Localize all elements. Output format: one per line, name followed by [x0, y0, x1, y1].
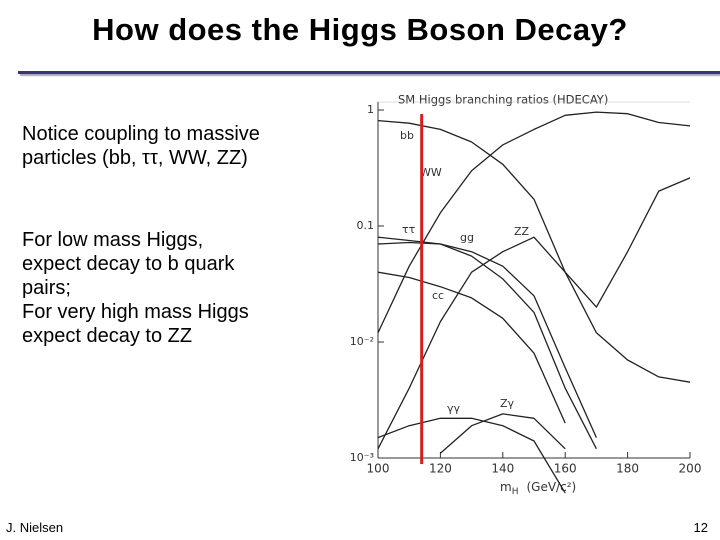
- paragraph: Notice coupling to massive particles (bb,…: [22, 122, 260, 170]
- series-line: [439, 413, 566, 454]
- text-line: expect decay to ZZ: [22, 325, 193, 347]
- series-line: [377, 111, 691, 334]
- series-line: [377, 241, 597, 438]
- title-rule: [18, 71, 720, 74]
- series-label: γγ: [447, 402, 461, 415]
- series-line: [377, 271, 566, 424]
- x-axis-label: mH (GeV/c²): [500, 480, 576, 497]
- page-number: 12: [693, 520, 708, 535]
- x-tick-label: 200: [679, 462, 702, 476]
- series-line: [377, 119, 691, 383]
- paragraph: For low mass Higgs, expect decay to b qua…: [22, 228, 249, 348]
- series-label: gg: [460, 231, 474, 244]
- chart-title: SM Higgs branching ratios (HDECAY): [398, 93, 608, 107]
- series-line: [377, 236, 597, 450]
- x-tick-label: 140: [491, 462, 514, 476]
- footer-author: J. Nielsen: [6, 520, 64, 535]
- series-label: cc: [432, 289, 444, 302]
- x-label-main: m: [500, 480, 512, 494]
- x-tick-label: 160: [554, 462, 577, 476]
- series-line: [377, 417, 566, 494]
- x-label-sub: H: [512, 487, 519, 497]
- x-label-unit: (GeV/c²): [526, 480, 576, 494]
- y-tick-label: 1: [367, 103, 374, 116]
- text-line: For very high mass Higgs: [22, 301, 249, 323]
- text-line: Notice coupling to massive: [22, 123, 260, 145]
- y-tick-label: 0.1: [357, 219, 375, 232]
- y-tick-label: 10⁻³: [350, 451, 374, 464]
- series-line: [377, 177, 691, 450]
- y-tick-label: 10⁻²: [350, 335, 374, 348]
- series-label: WW: [420, 166, 442, 179]
- text-line: pairs;: [22, 277, 71, 299]
- x-tick-label: 120: [429, 462, 452, 476]
- text-line: expect decay to b quark: [22, 253, 235, 275]
- x-tick-label: 180: [616, 462, 639, 476]
- series-label: ZZ: [514, 225, 530, 238]
- series-label: ττ: [402, 223, 416, 236]
- x-tick-label: 100: [367, 462, 390, 476]
- text-line: For low mass Higgs,: [22, 229, 204, 251]
- series-label: Zγ: [500, 397, 515, 410]
- text-line: particles (bb, ττ, WW, ZZ): [22, 147, 248, 169]
- series-label: bb: [400, 129, 414, 142]
- slide-title: How does the Higgs Boson Decay?: [92, 12, 628, 47]
